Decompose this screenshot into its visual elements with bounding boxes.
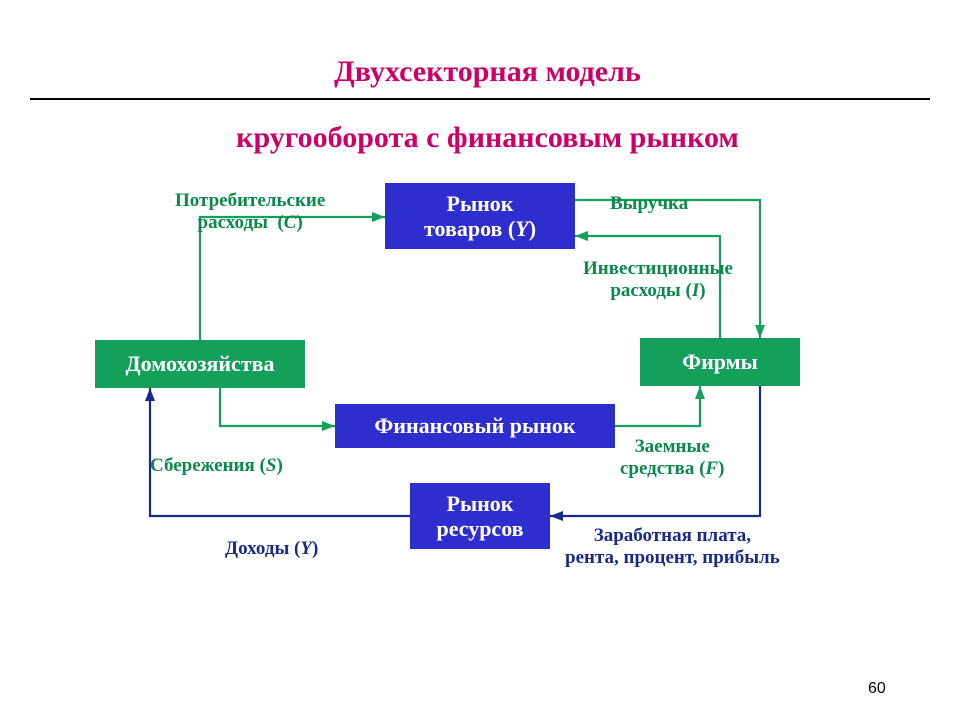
label-borrowed-funds: Заемныесредства (F) <box>620 436 724 480</box>
node-goods-label: Рынок товаров (Y) <box>424 191 536 242</box>
node-financial-market: Финансовый рынок <box>335 404 615 448</box>
arrowhead-finance-to-firms <box>695 386 705 399</box>
arrowhead-firms-to-resources <box>550 511 563 521</box>
arrowhead-households-to-finance <box>322 421 335 431</box>
node-resource-market: Рынок ресурсов <box>410 483 550 549</box>
node-finance-label: Финансовый рынок <box>374 413 575 438</box>
page-title: Двухсекторная модель кругооборота с фина… <box>0 22 960 154</box>
edge-finance-to-firms <box>615 386 700 426</box>
arrowhead-resources-to-households <box>145 388 155 401</box>
label-income: Доходы (Y) <box>225 538 318 560</box>
arrowhead-goods-to-firms-revenue <box>755 325 765 338</box>
page-number: 60 <box>868 680 886 698</box>
label-consumer-spending: Потребительскиерасходы (C) <box>175 190 325 234</box>
node-firms: Фирмы <box>640 338 800 386</box>
label-savings: Сбережения (S) <box>150 455 283 477</box>
node-firms-label: Фирмы <box>682 349 758 374</box>
edge-households-to-finance <box>220 388 335 426</box>
edge-households-to-goods <box>200 217 385 340</box>
label-wages: Заработная плата,рента, процент, прибыль <box>565 525 780 569</box>
arrowhead-households-to-goods <box>372 212 385 222</box>
diagram-canvas: { "title": { "line1": "Двухсекторная мод… <box>0 0 960 720</box>
label-revenue: Выручка <box>610 193 688 215</box>
node-households-label: Домохозяйства <box>126 351 275 376</box>
arrowhead-firms-invest-to-goods <box>575 231 588 241</box>
label-investment-spending: Инвестиционныерасходы (I) <box>583 258 733 302</box>
node-resources-label: Рынок ресурсов <box>436 491 523 542</box>
title-line1: Двухсекторная модель <box>334 55 641 88</box>
node-households: Домохозяйства <box>95 340 305 388</box>
node-goods-market: Рынок товаров (Y) <box>385 183 575 249</box>
title-line2: кругооборота с финансовым рынком <box>236 121 739 154</box>
title-underline <box>30 98 930 100</box>
